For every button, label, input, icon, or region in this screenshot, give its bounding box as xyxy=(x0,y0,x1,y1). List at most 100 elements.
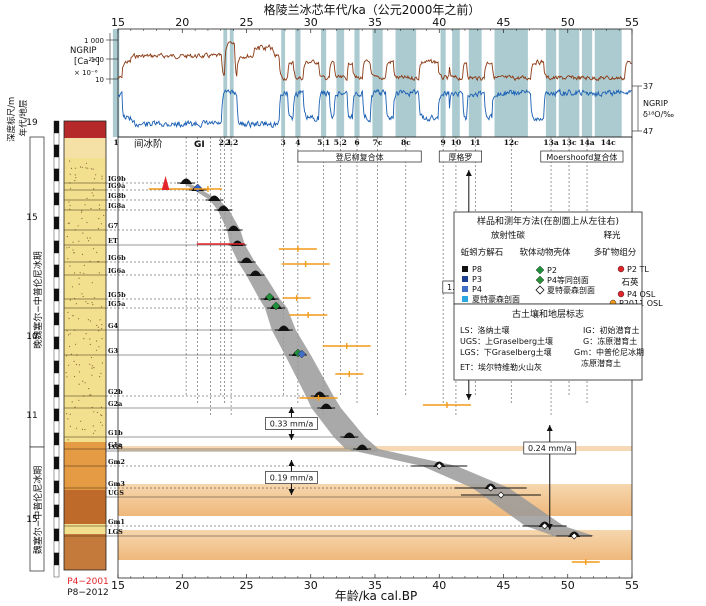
depth-scale-segment xyxy=(53,504,60,518)
column-grain xyxy=(101,338,103,340)
depth-scale-segment xyxy=(53,468,60,482)
legend-item-schatthausen: 夏特豪森剖面 xyxy=(472,294,520,304)
depth-scale-segment xyxy=(53,252,60,266)
column-grain xyxy=(81,217,83,220)
column-lgs xyxy=(64,534,106,570)
interstadial-label-3: 3 xyxy=(281,138,286,147)
depth-scale-segment xyxy=(53,120,60,134)
column-grain xyxy=(78,371,81,373)
legend-mollusc: 软体动物壳体 xyxy=(519,247,571,258)
column-grain xyxy=(99,376,101,378)
rate-arrow-down-0 xyxy=(465,394,472,400)
depth-scale-segment xyxy=(53,348,60,362)
legend-marker-schatthausen-mollusc xyxy=(535,285,545,295)
interstadial-label-5: 5.1 xyxy=(317,138,330,147)
level-label-17: Gm2 xyxy=(108,458,125,466)
depth-scale-segment xyxy=(53,432,60,446)
column-grain xyxy=(69,333,71,335)
depth-scale-segment xyxy=(53,180,60,194)
stage-label-upper: 晚魏塞尔−中普伦尼冰期 xyxy=(32,251,44,349)
column-grain xyxy=(74,174,76,176)
column-grain xyxy=(98,208,101,210)
column-grain xyxy=(101,424,103,426)
legend-horizons: 古土壤和地层标志 LS：洛纳土壤 UGS：上Graselberg土壤 LGS：下… xyxy=(453,303,644,381)
legend-item-p2011-osl: P2011 OSL xyxy=(619,299,663,308)
legend-horizon-gm2: 冻原潜育土 xyxy=(581,358,621,368)
column-grain xyxy=(67,334,70,336)
legend-marker-p4-equiv xyxy=(535,275,545,285)
legend-horizon-ls: LS：洛纳土壤 xyxy=(460,325,510,335)
interstadial-labels: 1 2.12.2 3 4 5.1 5.2 6 7c 8c 9 10 11 12c 13a 13c 14a 14c xyxy=(113,138,616,147)
event-label-interstadial: 间冰阶 xyxy=(134,138,163,150)
rate-box-1 xyxy=(265,417,318,430)
top-tick-label-8: 55 xyxy=(625,16,639,29)
interstadial-label-1: 2.1 xyxy=(219,138,232,147)
level-label-18: Gm3 xyxy=(108,480,125,488)
column-grain xyxy=(68,246,70,248)
interstadial-band-7 xyxy=(354,29,360,137)
column-grain xyxy=(89,338,91,340)
interstadial-band-8 xyxy=(372,29,383,137)
top-tick-label-6: 45 xyxy=(497,16,511,29)
column-grain xyxy=(90,394,92,396)
stage-label-lower: 魏塞尔−中普伦尼冰期 xyxy=(32,466,44,555)
column-grain xyxy=(78,240,80,242)
depth-tick-label-4: 15 xyxy=(26,515,37,525)
depth-axis-title: 深度标尺/m 年代/地层 xyxy=(6,94,29,142)
interstadial-band-9 xyxy=(395,29,417,137)
legend-marker-p8 xyxy=(462,266,468,272)
column-grain xyxy=(90,168,92,170)
legend-item-p4-osl: P4 OSL xyxy=(627,290,656,299)
depth-scale-segment xyxy=(53,408,60,422)
depth-scale-segment xyxy=(53,480,60,494)
column-grain xyxy=(67,418,69,420)
depth-scale-segment xyxy=(53,300,60,314)
column-outline xyxy=(63,120,107,571)
depth-scale-segment xyxy=(53,564,60,578)
bottom-tick-label-1: 20 xyxy=(175,579,189,592)
column-grain xyxy=(99,319,101,321)
column-mid xyxy=(64,524,106,534)
interstadial-band-14 xyxy=(545,29,557,137)
column-grain xyxy=(67,311,69,313)
column-grain xyxy=(94,430,96,432)
top-tick-label-4: 35 xyxy=(368,16,382,29)
column-grain xyxy=(72,241,74,243)
rate-arrow-up-2 xyxy=(288,460,295,466)
depth-scale-segment xyxy=(53,372,60,386)
column-grain xyxy=(69,173,71,175)
depth-scale-segment xyxy=(53,228,60,242)
column-grain xyxy=(98,346,100,348)
depth-scale-segment xyxy=(53,552,60,566)
interstadial-band-0 xyxy=(112,29,120,137)
level-label-21: LGS xyxy=(108,528,123,536)
rate-arrow-down-1 xyxy=(288,434,295,440)
column-grain xyxy=(77,225,79,227)
column-grain xyxy=(74,180,76,182)
column-grain xyxy=(100,414,102,416)
column-ugs xyxy=(64,490,106,524)
column-grain xyxy=(81,428,83,430)
column-grain xyxy=(90,207,92,210)
column-grain xyxy=(101,414,103,417)
depth-scale-segment xyxy=(53,528,60,542)
ca-label-unit: [Ca²⁺] xyxy=(74,57,100,67)
column-grain xyxy=(68,317,70,320)
column-grain xyxy=(84,382,86,384)
legend-horizon-ig: IG：初始潜育土 xyxy=(583,325,640,335)
column-grain xyxy=(80,420,82,422)
column-grain xyxy=(78,364,80,366)
column-grain xyxy=(87,319,89,321)
column-grain xyxy=(101,362,103,364)
column-grain xyxy=(77,318,80,320)
level-label-1: IG9a xyxy=(108,182,126,190)
column-grain xyxy=(92,168,94,170)
bottom-tick-label-8: 55 xyxy=(625,579,639,592)
depth-scale-segment xyxy=(53,492,60,506)
band-ugs xyxy=(118,484,632,516)
legend-luminescence: 释光 xyxy=(603,230,621,241)
interstadial-band-4 xyxy=(295,29,301,137)
level-label-7: IG6a xyxy=(108,267,126,275)
column-grain xyxy=(86,221,88,224)
